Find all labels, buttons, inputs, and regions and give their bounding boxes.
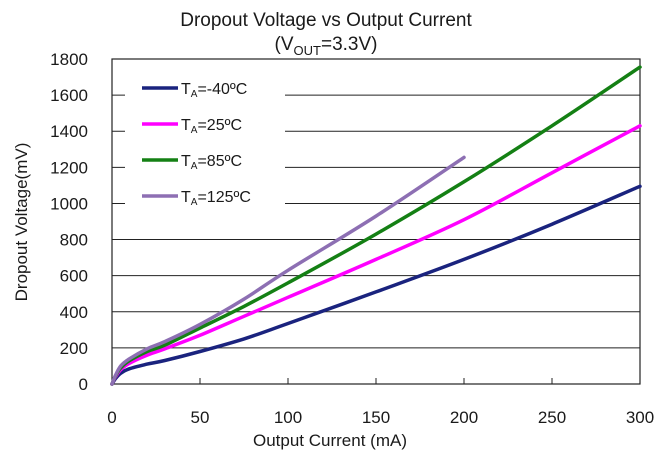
x-tick-label: 300 (626, 408, 654, 427)
x-tick-label: 150 (362, 408, 390, 427)
legend-label-sub: A (191, 89, 198, 100)
chart-subtitle-suffix: =3.3V) (321, 34, 378, 55)
y-tick-label: 1200 (50, 158, 88, 177)
chart-subtitle-sub: OUT (294, 43, 322, 58)
y-tick-label: 600 (60, 267, 88, 286)
legend-label-main: T (181, 117, 191, 134)
legend-label-sub: A (191, 197, 198, 208)
series-line-4 (110, 155, 466, 386)
legend-label-main: T (181, 153, 191, 170)
x-axis-ticks: 0 50 100 150 200 250 300 (107, 378, 654, 427)
x-tick-label: 200 (450, 408, 478, 427)
y-tick-label: 200 (60, 339, 88, 358)
x-tick-label: 0 (107, 408, 116, 427)
y-tick-label: 1400 (50, 122, 88, 141)
chart-title: Dropout Voltage vs Output Current (180, 10, 472, 31)
legend-label-sub: A (191, 125, 198, 136)
y-axis-ticks: 0 200 400 600 800 1000 1200 1400 1600 1800 (50, 50, 88, 394)
y-axis-label: Dropout Voltage(mV) (12, 143, 31, 302)
y-tick-label: 1800 (50, 50, 88, 69)
legend-label-2: TA=25ºC (181, 117, 242, 136)
series-line-1 (110, 184, 642, 386)
legend-label-rest: =-40ºC (197, 81, 247, 98)
legend-label-rest: =85ºC (197, 153, 242, 170)
x-tick-label: 100 (274, 408, 302, 427)
legend-label-main: T (181, 81, 191, 98)
series-group (110, 65, 642, 386)
x-tick-label: 50 (191, 408, 210, 427)
legend-label-sub: A (191, 161, 198, 172)
legend-label-1: TA=-40ºC (181, 81, 247, 100)
y-tick-label: 400 (60, 303, 88, 322)
legend-label-4: TA=125ºC (181, 189, 251, 208)
y-tick-label: 1600 (50, 86, 88, 105)
legend-label-rest: =25ºC (197, 117, 242, 134)
legend-label-rest: =125ºC (197, 189, 250, 206)
y-tick-label: 0 (79, 375, 88, 394)
x-axis-label: Output Current (mA) (253, 431, 407, 450)
chart-subtitle: (VOUT=3.3V) (275, 34, 378, 58)
x-tick-label: 250 (538, 408, 566, 427)
y-tick-label: 800 (60, 231, 88, 250)
y-tick-label: 1000 (50, 194, 88, 213)
legend-box (125, 70, 285, 208)
legend-label-main: T (181, 189, 191, 206)
legend-label-3: TA=85ºC (181, 153, 242, 172)
chart-subtitle-prefix: (V (275, 34, 294, 55)
